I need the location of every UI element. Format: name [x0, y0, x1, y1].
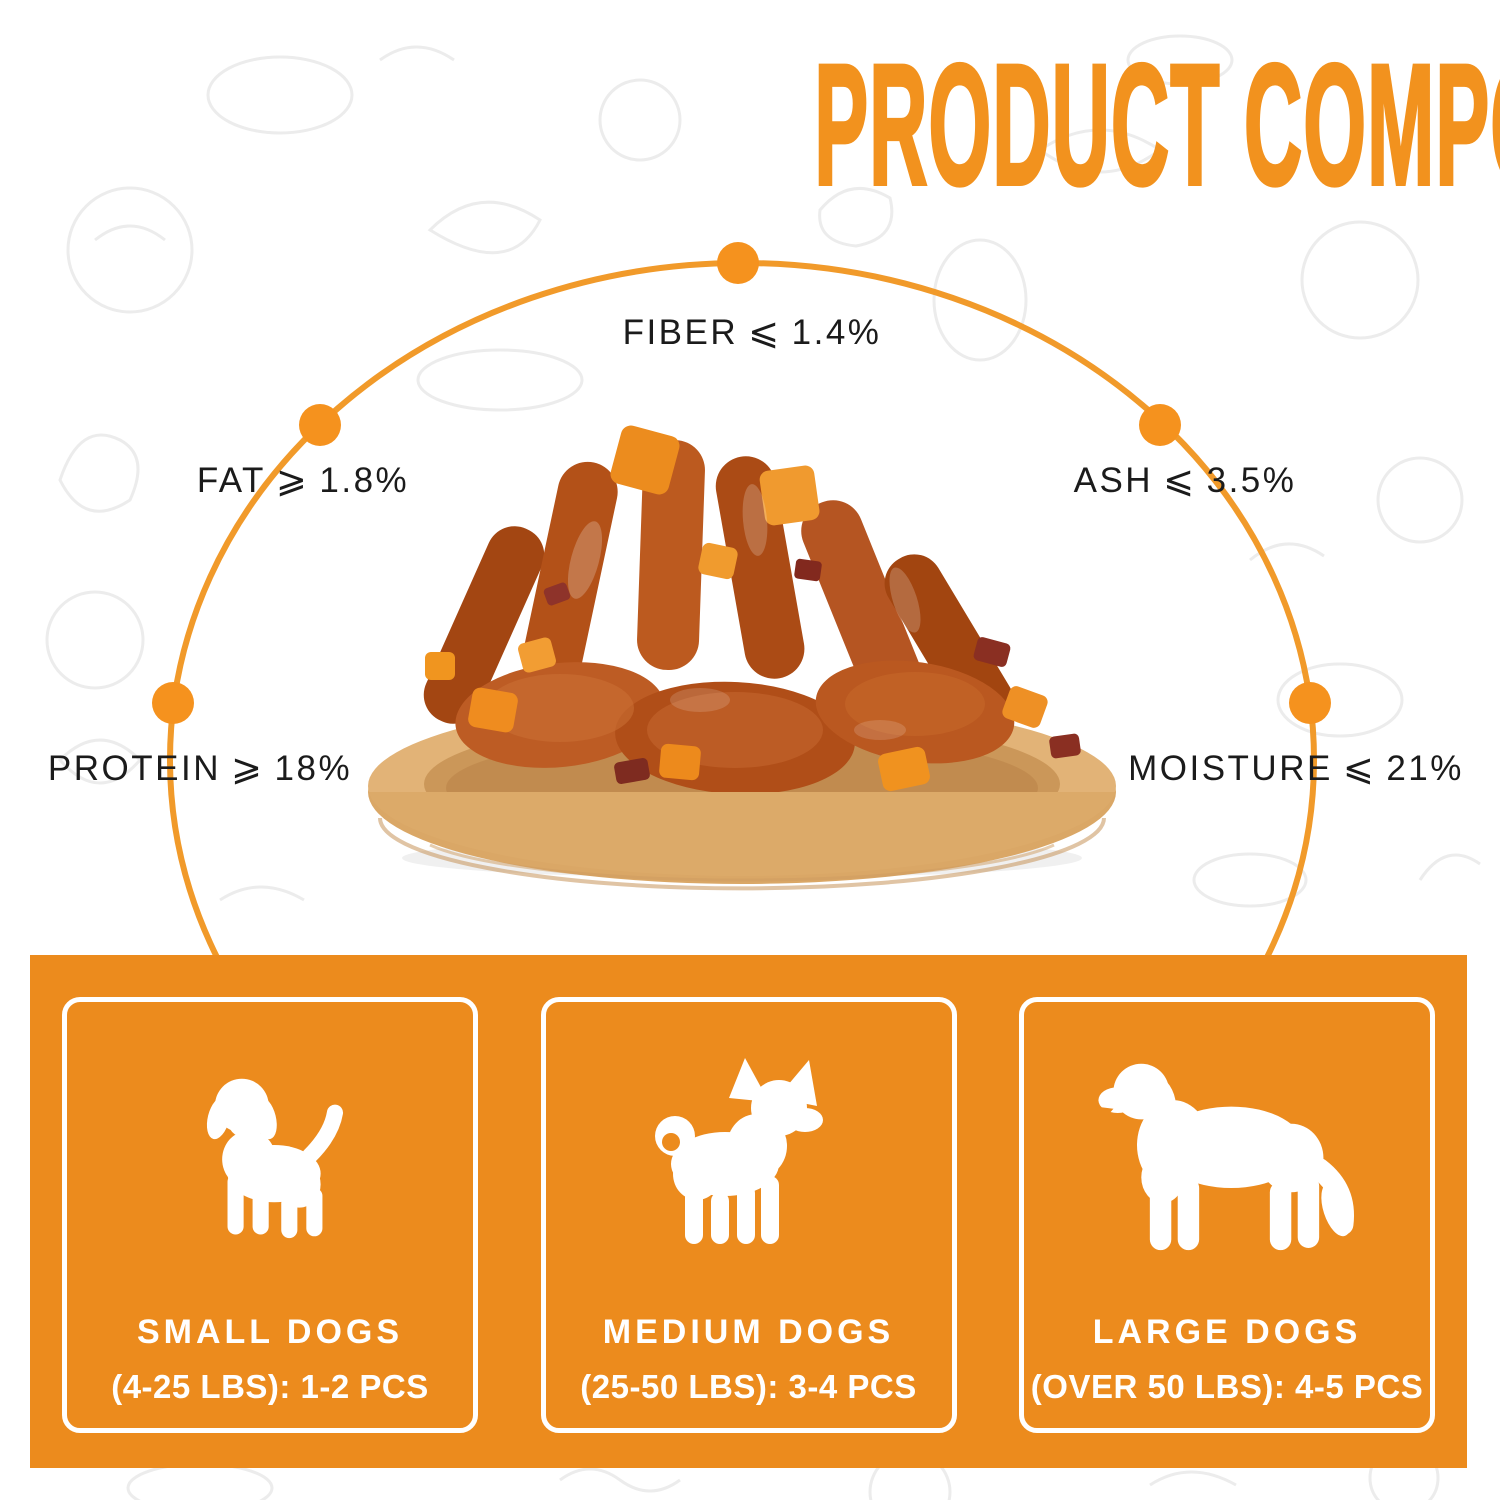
moisture-label: MOISTURE ⩽ 21% — [1128, 746, 1464, 789]
greater-equal-symbol: ⩾ — [275, 458, 310, 501]
treat-plate-illustration — [368, 425, 1116, 891]
small-dogs-card: SMALL DOGS (4-25 LBS): 1-2 PCS — [62, 997, 478, 1433]
medium-dog-icon — [654, 1057, 823, 1244]
nutrient-value: 21% — [1386, 749, 1464, 788]
moisture-dot — [1289, 682, 1331, 724]
less-equal-symbol: ⩽ — [748, 310, 782, 353]
fat-label: FAT ⩾ 1.8% — [197, 458, 409, 501]
sweet-potato-chunks — [425, 542, 1048, 792]
small-dog-icon — [206, 1078, 343, 1239]
greater-equal-symbol: ⩾ — [231, 746, 265, 789]
ash-dot — [1139, 404, 1181, 446]
ash-label: ASH ⩽ 3.5% — [1074, 458, 1297, 501]
card-serving-label: (OVER 50 LBS): 4-5 PCS — [1030, 1368, 1424, 1405]
gloss-highlights — [567, 484, 921, 740]
nutrient-name: MOISTURE — [1128, 749, 1333, 788]
jerky-bits — [543, 558, 1081, 784]
nutrient-name: FIBER — [622, 313, 739, 352]
card-serving-label: (4-25 LBS): 1-2 PCS — [111, 1368, 429, 1405]
card-size-label: LARGE DOGS — [1092, 1313, 1362, 1351]
fiber-label: FIBER ⩽ 1.4% — [623, 310, 882, 353]
nutrient-value: 18% — [274, 749, 353, 788]
nutrient-value: 3.5% — [1206, 461, 1297, 500]
nutrient-name: PROTEIN — [47, 749, 221, 788]
medium-dogs-card: MEDIUM DOGS (25-50 LBS): 3-4 PCS — [540, 997, 957, 1433]
large-dogs-card: LARGE DOGS (OVER 50 LBS): 4-5 PCS — [1019, 997, 1435, 1433]
large-dog-icon — [1096, 1063, 1354, 1250]
less-equal-symbol: ⩽ — [1163, 458, 1197, 501]
page-title: PRODUCT COMPOSITION ANALYSIS — [813, 29, 1500, 221]
feeding-guide-panel: SMALL DOGS (4-25 LBS): 1-2 PCS — [30, 955, 1467, 1468]
nutrient-name: ASH — [1073, 461, 1154, 500]
card-size-label: SMALL DOGS — [136, 1313, 404, 1351]
nutrient-value: 1.8% — [319, 461, 410, 500]
fiber-dot — [717, 242, 759, 284]
protein-dot — [152, 682, 194, 724]
card-size-label: MEDIUM DOGS — [602, 1313, 895, 1351]
protein-label: PROTEIN ⩾ 18% — [48, 746, 352, 789]
card-serving-label: (25-50 LBS): 3-4 PCS — [580, 1368, 917, 1405]
less-equal-symbol: ⩽ — [1342, 746, 1377, 789]
nutrient-value: 1.4% — [791, 313, 882, 352]
nutrient-name: FAT — [196, 461, 266, 500]
fat-dot — [299, 404, 341, 446]
